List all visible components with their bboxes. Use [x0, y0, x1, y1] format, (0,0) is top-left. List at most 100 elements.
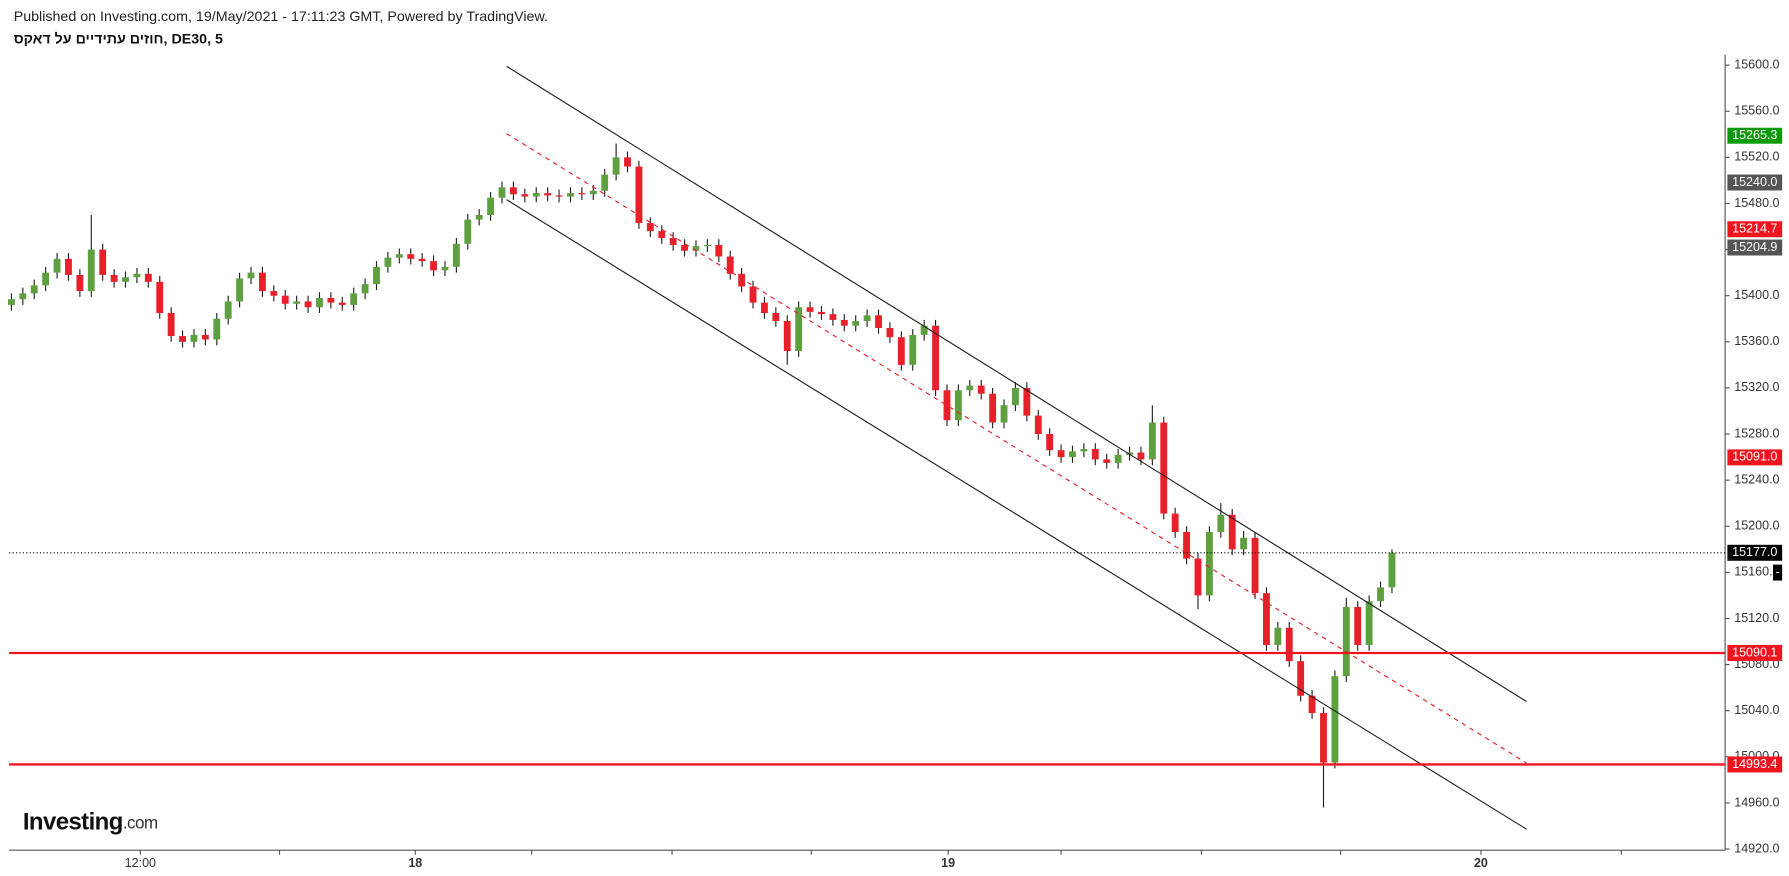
candle-body — [840, 319, 848, 326]
candle-body — [635, 166, 643, 224]
candle-body — [989, 393, 997, 423]
indicator-badge-label: 15204.9 — [1732, 240, 1777, 254]
candle-body — [521, 194, 529, 197]
candle-body — [1274, 627, 1282, 646]
candle-body — [281, 295, 289, 304]
candle-body — [681, 244, 688, 251]
candle-body — [30, 285, 38, 294]
y-tick-label: 15400.0 — [1734, 288, 1779, 302]
candle-body — [1160, 422, 1168, 514]
candle-body — [909, 334, 917, 365]
candle-body — [761, 302, 768, 313]
candle-body — [795, 307, 803, 352]
candle-body — [42, 272, 50, 286]
candle-body — [863, 315, 871, 322]
x-tick-label: 19 — [941, 856, 955, 870]
x-tick-label: 18 — [408, 856, 422, 870]
indicator-badge-label: 15265.3 — [1732, 128, 1777, 142]
candle-body — [384, 257, 392, 267]
candle-body — [418, 258, 426, 262]
y-tick-label: 15360.0 — [1734, 334, 1779, 348]
y-tick-label: 15280.0 — [1734, 426, 1779, 440]
candle-body — [1171, 513, 1179, 533]
candle-body — [1137, 452, 1145, 460]
candle-body — [943, 390, 951, 421]
candle-body — [395, 254, 403, 258]
candle-body — [1331, 676, 1339, 763]
candle-body — [487, 197, 495, 215]
candle-body — [875, 315, 882, 328]
candle-body — [316, 298, 323, 308]
candle-body — [692, 246, 700, 251]
chart-title: חוזים עתידיים על דאקס, DE30, 5 — [14, 32, 223, 48]
candle-body — [167, 312, 175, 337]
x-tick-label: 20 — [1474, 856, 1488, 870]
indicator-badge-label: - — [1775, 565, 1779, 579]
candle-body — [373, 266, 380, 285]
indicator-badge — [1727, 221, 1783, 238]
candle-body — [1091, 449, 1099, 460]
candle-body — [532, 193, 540, 197]
indicator-badge — [1727, 239, 1783, 256]
y-tick-label: 15560.0 — [1734, 104, 1779, 118]
y-tick-label: 15040.0 — [1734, 703, 1779, 717]
candle-body — [1263, 593, 1270, 646]
candle-body — [578, 193, 586, 195]
y-tick-label: 15320.0 — [1734, 380, 1779, 394]
candle-body — [1080, 449, 1088, 452]
candle-body — [65, 258, 72, 275]
candle-body — [749, 286, 757, 303]
candle-body — [806, 307, 814, 312]
price-badge-label: 14993.4 — [1732, 757, 1777, 771]
indicator-badge-label: 15091.0 — [1732, 450, 1777, 464]
logo-suffix: .com — [123, 813, 158, 832]
candle-body — [669, 238, 677, 245]
indicator-badge — [1773, 564, 1783, 581]
candle-body — [1046, 434, 1054, 451]
candle-body — [1297, 661, 1305, 696]
candle-body — [338, 302, 346, 305]
candle-body — [179, 336, 186, 342]
candle-body — [1377, 587, 1384, 602]
logo: Investing.com — [23, 809, 158, 836]
indicator-badge — [1727, 127, 1783, 144]
candle-body — [1012, 387, 1019, 406]
candle-body — [19, 293, 27, 300]
candle-body — [646, 223, 654, 232]
candle-body — [110, 274, 118, 282]
y-tick-label: 15160.0 — [1734, 565, 1779, 579]
y-tick-label: 15120.0 — [1734, 611, 1779, 625]
candle-body — [190, 334, 198, 342]
candle-body — [1308, 695, 1316, 714]
candle-body — [441, 266, 449, 271]
y-tick-label: 14960.0 — [1734, 795, 1779, 809]
candle-body — [430, 261, 437, 271]
candle-body — [1285, 627, 1293, 662]
candle-body — [76, 274, 84, 292]
y-tick-label: 15600.0 — [1734, 57, 1779, 71]
candle-body — [327, 298, 335, 303]
candle-body — [715, 244, 723, 257]
candle-body — [1023, 387, 1031, 416]
candle-body — [612, 157, 620, 175]
price-badge-label: 15090.1 — [1732, 645, 1777, 659]
candle-body — [213, 318, 221, 340]
candle-body — [144, 273, 152, 282]
candle-body — [247, 272, 255, 279]
candle-body — [1114, 454, 1122, 463]
candle-body — [133, 273, 141, 278]
candle-body — [658, 231, 666, 239]
candle-body — [897, 337, 905, 365]
candle-body — [1217, 514, 1225, 533]
candle-body — [544, 193, 552, 196]
candle-body — [1342, 606, 1350, 677]
candle-body — [258, 272, 266, 292]
candle-body — [464, 219, 472, 244]
candle-body — [1365, 601, 1373, 646]
price-badge — [1727, 644, 1783, 661]
candle-body — [452, 243, 460, 267]
candle-body — [53, 258, 61, 273]
y-tick-label: 15240.0 — [1734, 472, 1779, 486]
candle-body — [407, 254, 415, 259]
